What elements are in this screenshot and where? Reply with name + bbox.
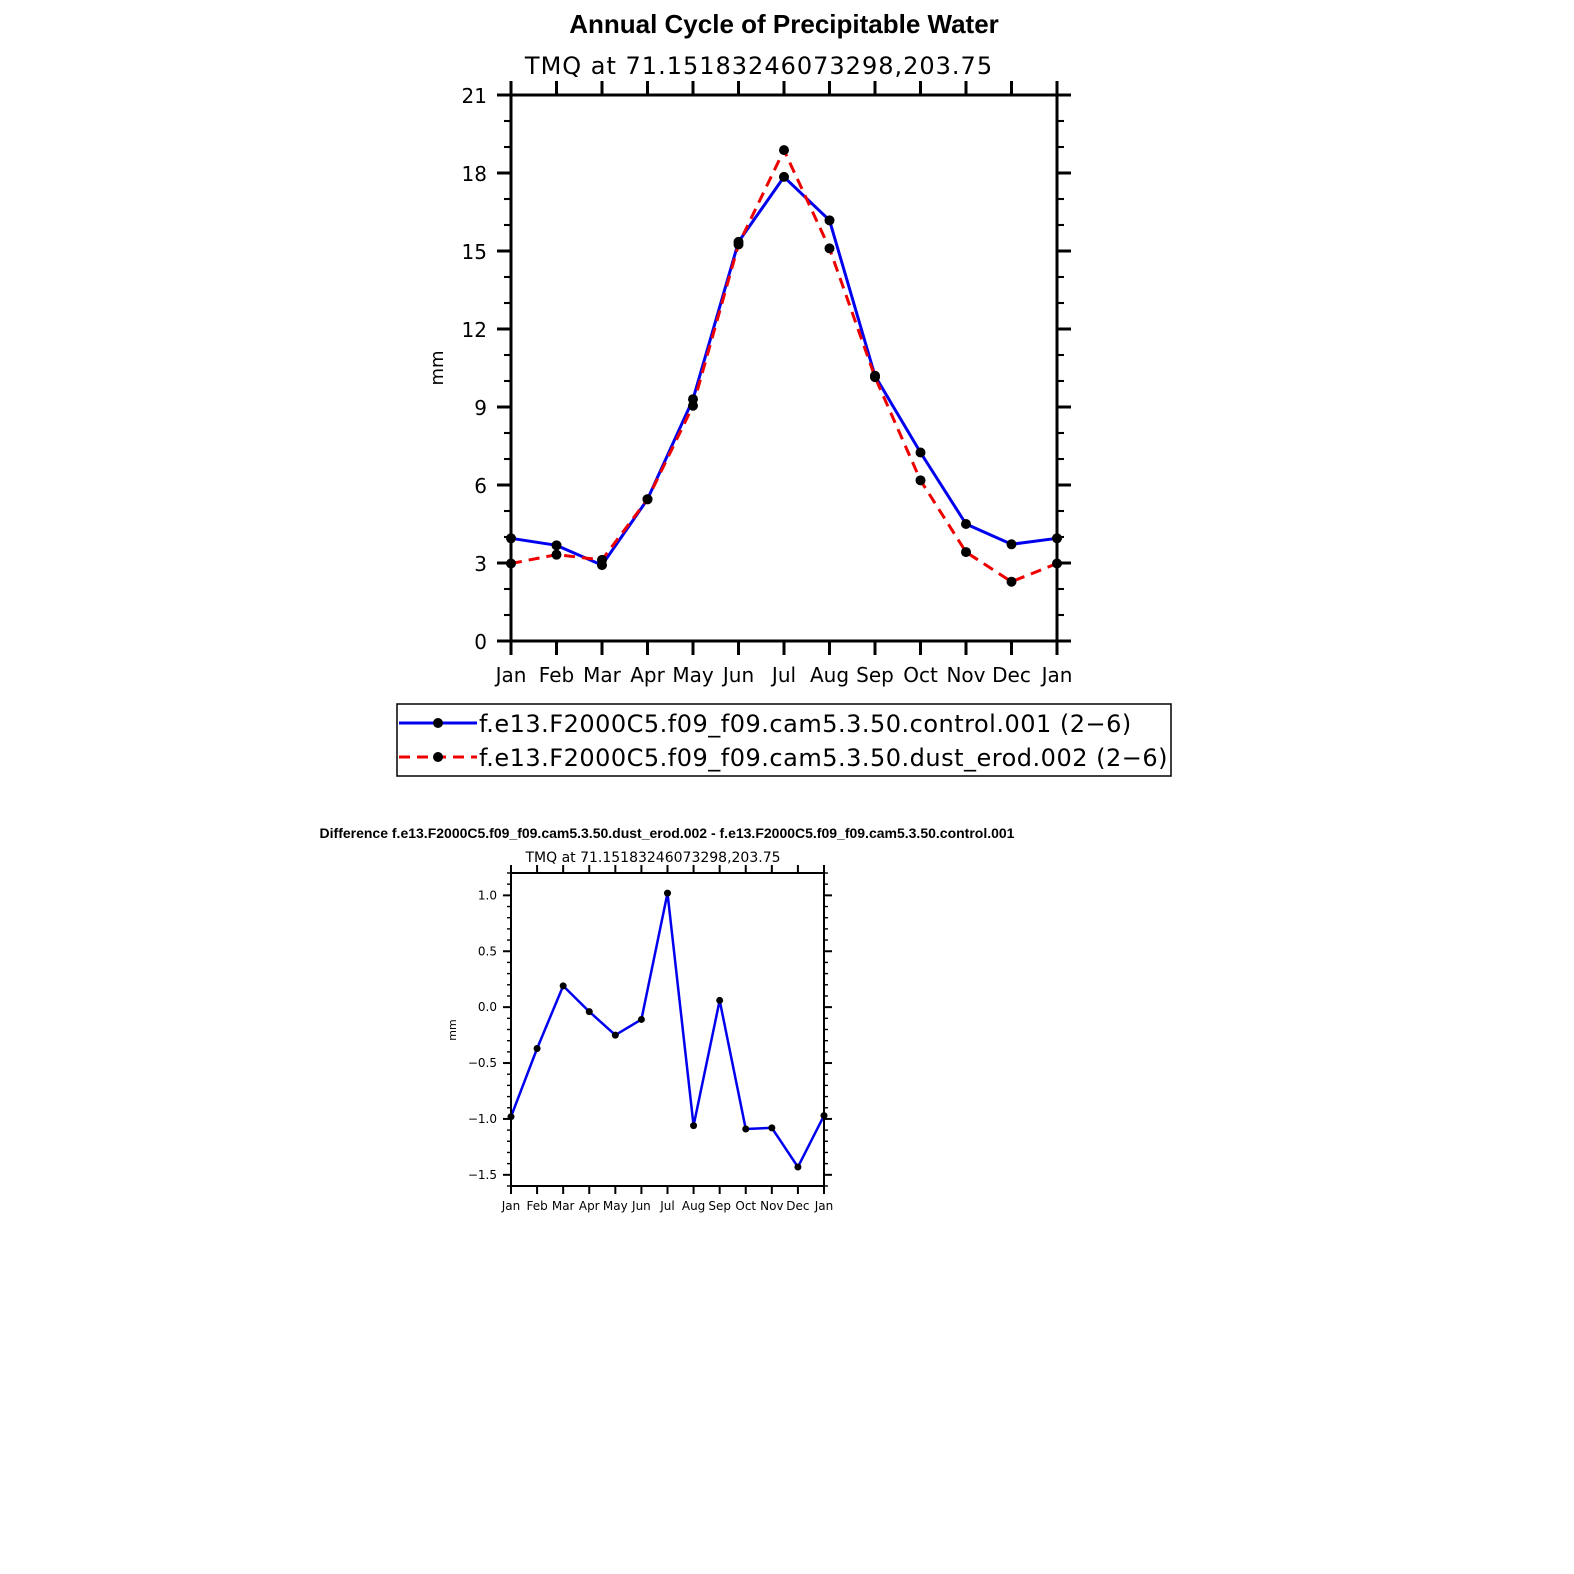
x-tick-label: Dec bbox=[786, 1199, 809, 1213]
x-tick-label: Nov bbox=[946, 663, 985, 687]
x-tick-label: Feb bbox=[539, 663, 574, 687]
y-tick-label: 18 bbox=[462, 162, 487, 186]
data-point bbox=[611, 1031, 619, 1039]
x-tick-label: Jan bbox=[501, 1199, 521, 1213]
data-point bbox=[597, 554, 607, 565]
chart2-title: Difference f.e13.F2000C5.f09_f09.cam5.3.… bbox=[320, 825, 1015, 841]
data-point bbox=[779, 171, 789, 182]
chart-difference: Difference f.e13.F2000C5.f09_f09.cam5.3.… bbox=[320, 825, 1015, 1213]
series-line-0 bbox=[509, 891, 826, 1169]
x-tick-label: Oct bbox=[903, 663, 938, 687]
x-tick-label: Aug bbox=[682, 1199, 705, 1213]
y-tick-label: 21 bbox=[462, 84, 487, 108]
data-point bbox=[742, 1125, 750, 1133]
x-tick-label: May bbox=[672, 663, 714, 687]
data-point bbox=[637, 1015, 645, 1023]
chart1-title: Annual Cycle of Precipitable Water bbox=[569, 9, 999, 39]
x-tick-label: Sep bbox=[856, 663, 894, 687]
x-tick-label: Mar bbox=[583, 663, 622, 687]
y-tick-label: 15 bbox=[462, 240, 487, 264]
data-point bbox=[768, 1124, 776, 1132]
x-tick-label: Sep bbox=[708, 1199, 731, 1213]
x-tick-label: Jul bbox=[659, 1199, 674, 1213]
data-point bbox=[779, 145, 789, 156]
y-tick-label: 9 bbox=[474, 396, 487, 420]
legend-dust-marker bbox=[433, 752, 443, 762]
x-tick-label: Apr bbox=[630, 663, 665, 687]
data-point bbox=[915, 447, 926, 458]
data-point bbox=[551, 549, 562, 560]
y-tick-label: 6 bbox=[474, 474, 487, 498]
data-point bbox=[824, 215, 835, 226]
y-tick-label: −0.5 bbox=[468, 1056, 497, 1070]
legend-control-marker bbox=[433, 718, 443, 728]
data-point bbox=[961, 547, 971, 558]
x-tick-label: Dec bbox=[992, 663, 1031, 687]
y-tick-label: 0.0 bbox=[478, 1000, 497, 1014]
legend-control-label: f.e13.F2000C5.f09_f09.cam5.3.50.control.… bbox=[479, 710, 1132, 738]
y-tick-label: 0.5 bbox=[478, 944, 497, 958]
series-line-1 bbox=[510, 148, 1058, 584]
chart1-lines bbox=[506, 145, 1062, 587]
data-point bbox=[559, 982, 567, 990]
chart2-plot-frame bbox=[510, 872, 825, 1187]
chart2-ylabel: mm bbox=[446, 1019, 459, 1040]
data-point bbox=[915, 475, 926, 486]
chart-annual-cycle: Annual Cycle of Precipitable Water TMQ a… bbox=[396, 9, 1172, 777]
x-tick-label: Jan bbox=[1040, 663, 1073, 687]
chart2-ticks: Jan Feb Mar Apr May Jun Jul Aug Sep Oct Nov Dec Jan −… bbox=[468, 865, 833, 1213]
data-point bbox=[794, 1163, 802, 1171]
x-tick-label: Mar bbox=[552, 1199, 575, 1213]
data-point bbox=[551, 540, 562, 551]
chart2-lines bbox=[507, 889, 828, 1171]
data-point bbox=[961, 519, 971, 529]
x-tick-label: Jan bbox=[494, 663, 527, 687]
data-point bbox=[585, 1008, 593, 1016]
data-point bbox=[824, 243, 835, 254]
x-tick-label: Nov bbox=[760, 1199, 783, 1213]
legend-dust-label: f.e13.F2000C5.f09_f09.cam5.3.50.dust_ero… bbox=[479, 744, 1168, 772]
y-tick-label: 1.0 bbox=[478, 888, 497, 902]
x-tick-label: Feb bbox=[526, 1199, 547, 1213]
y-tick-label: −1.0 bbox=[468, 1112, 497, 1126]
x-tick-label: Oct bbox=[735, 1199, 756, 1213]
y-tick-label: 12 bbox=[462, 318, 487, 342]
data-point bbox=[733, 239, 744, 250]
chart1-ylabel: mm bbox=[427, 350, 448, 385]
data-point bbox=[664, 889, 671, 897]
data-point bbox=[533, 1045, 541, 1053]
data-point bbox=[870, 372, 880, 383]
data-point bbox=[642, 494, 653, 505]
y-tick-label: −1.5 bbox=[468, 1168, 497, 1182]
y-tick-label: 3 bbox=[474, 552, 487, 576]
x-tick-label: Aug bbox=[810, 663, 849, 687]
data-point bbox=[716, 996, 724, 1004]
data-point bbox=[1006, 576, 1017, 587]
data-point bbox=[1006, 539, 1017, 550]
chart2-subtitle: TMQ at 71.15183246073298,203.75 bbox=[524, 850, 780, 866]
data-point bbox=[688, 400, 698, 411]
y-tick-label: 0 bbox=[474, 630, 487, 654]
data-point bbox=[690, 1122, 698, 1130]
chart1-legend: f.e13.F2000C5.f09_f09.cam5.3.50.control.… bbox=[396, 703, 1172, 777]
x-tick-label: Jun bbox=[721, 663, 754, 687]
chart1-ticks: Jan Feb Mar Apr May Jun Jul Aug Sep Oct Nov Dec Jan 0… bbox=[462, 81, 1073, 687]
x-tick-label: Jun bbox=[631, 1199, 651, 1213]
x-tick-label: Apr bbox=[579, 1199, 600, 1213]
series-line-0 bbox=[510, 175, 1058, 567]
chart1-plot-frame bbox=[509, 93, 1059, 643]
x-tick-label: Jul bbox=[770, 663, 796, 687]
x-tick-label: May bbox=[603, 1199, 628, 1213]
legend-box bbox=[396, 703, 1172, 777]
chart1-subtitle: TMQ at 71.15183246073298,203.75 bbox=[524, 52, 993, 80]
x-tick-label: Jan bbox=[814, 1199, 834, 1213]
